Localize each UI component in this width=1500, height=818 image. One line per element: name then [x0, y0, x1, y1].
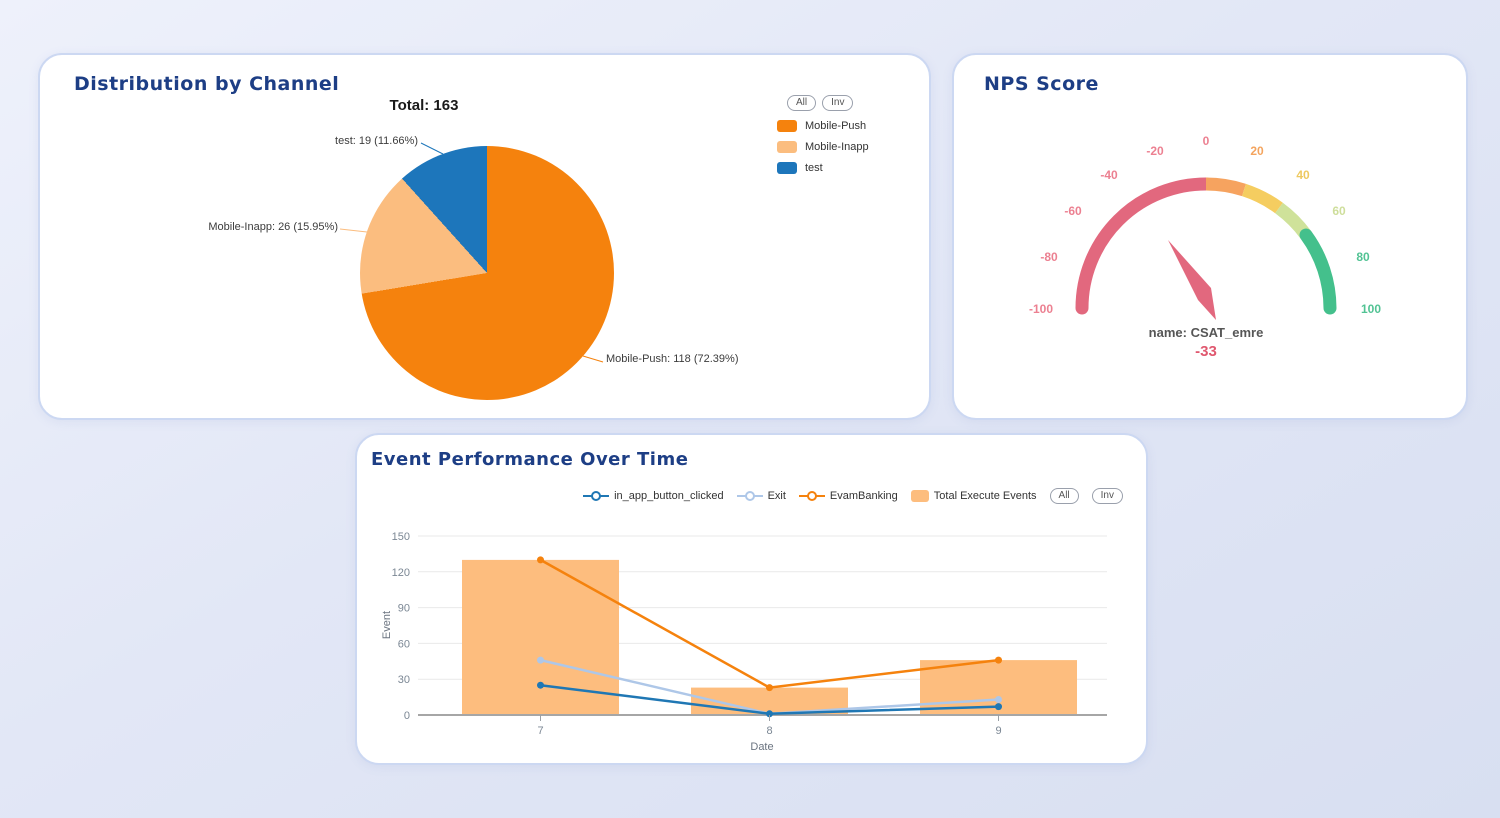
- test-swatch: [777, 162, 797, 174]
- line-marker-icon: [583, 491, 610, 501]
- legend-inv-button[interactable]: Inv: [822, 95, 854, 111]
- y-tick-0: 0: [404, 710, 410, 722]
- line-marker-icon: [798, 491, 825, 501]
- gauge-segment-orange: [1205, 177, 1246, 197]
- legend-label: Total Execute Events: [933, 490, 1037, 502]
- y-tick-90: 90: [398, 603, 410, 615]
- bar-swatch: [910, 490, 929, 502]
- gauge-segment-green: [1299, 228, 1337, 315]
- legend-item-mobile-push[interactable]: Mobile-Push: [777, 120, 933, 132]
- legend-label: in_app_button_clicked: [614, 490, 724, 502]
- legend-item-evambanking[interactable]: EvamBanking: [798, 490, 898, 502]
- gauge-tick--100: -100: [1028, 302, 1054, 316]
- legend-label: test: [805, 162, 823, 174]
- gauge-tick-60: 60: [1332, 204, 1346, 218]
- gauge-needle: [1168, 240, 1216, 320]
- line-series-in-app-button-clicked[interactable]: [537, 681, 1002, 718]
- card-title: Event Performance Over Time: [371, 449, 689, 470]
- legend-item-in-app-button-clicked[interactable]: in_app_button_clicked: [583, 490, 724, 502]
- gauge-tick-0: 0: [1202, 134, 1210, 148]
- y-tick-120: 120: [392, 567, 410, 579]
- legend-item-total-execute-events[interactable]: Total Execute Events: [910, 490, 1037, 502]
- line-marker-icon: [736, 491, 763, 501]
- legend-inv-button[interactable]: Inv: [1091, 488, 1123, 504]
- legend-item-exit[interactable]: Exit: [736, 490, 786, 502]
- nps-score-card: NPS Score -100 -80 -60 -40 -20 0 20 40 6…: [952, 53, 1468, 420]
- gauge-tick-20: 20: [1250, 144, 1264, 158]
- y-axis-title: Event: [381, 611, 393, 639]
- legend-all-button[interactable]: All: [1049, 488, 1079, 504]
- y-tick-60: 60: [398, 638, 410, 650]
- gauge-tick-40: 40: [1296, 168, 1310, 182]
- x-tick-9: 9: [995, 725, 1001, 737]
- card-title: NPS Score: [984, 73, 1099, 95]
- pie-label-mobile-inapp: Mobile-Inapp: 26 (15.95%): [208, 221, 338, 233]
- legend-item-mobile-inapp[interactable]: Mobile-Inapp: [777, 141, 933, 153]
- gauge-name-label: name: CSAT_emre: [1148, 325, 1264, 340]
- pie-label-test: test: 19 (11.66%): [335, 135, 418, 147]
- mobile-inapp-swatch: [777, 141, 797, 153]
- pie-legend: All Inv Mobile-Push Mobile-Inapp test: [777, 95, 933, 183]
- gauge-tick--80: -80: [1040, 250, 1058, 264]
- legend-item-test[interactable]: test: [777, 162, 933, 174]
- line-series-evambanking[interactable]: [537, 556, 1002, 692]
- combo-chart: 0 30 60 90 120 150 7 8 9 Date Event: [381, 531, 1107, 753]
- gauge-segment-red: [1075, 177, 1213, 315]
- pie-total-label: Total: 163: [389, 97, 459, 114]
- legend-label: EvamBanking: [829, 490, 898, 502]
- y-tick-150: 150: [392, 531, 410, 543]
- distribution-by-channel-card: Distribution by Channel Total: 163 test:…: [38, 53, 931, 420]
- bar-series-total-execute-events[interactable]: [462, 559, 1077, 715]
- x-tick-7: 7: [537, 725, 543, 737]
- legend-label: Mobile-Inapp: [805, 141, 869, 153]
- gauge-tick--60: -60: [1064, 204, 1082, 218]
- gauge-tick--20: -20: [1146, 144, 1164, 158]
- mobile-push-swatch: [777, 120, 797, 132]
- pie-chart[interactable]: [360, 146, 614, 400]
- gauge-tick-100: 100: [1360, 302, 1382, 316]
- bar-date-7[interactable]: [462, 559, 619, 715]
- card-title: Distribution by Channel: [74, 73, 340, 95]
- y-tick-30: 30: [398, 674, 410, 686]
- x-axis-title: Date: [750, 741, 773, 753]
- gauge-tick--40: -40: [1100, 168, 1118, 182]
- legend-all-button[interactable]: All: [787, 95, 817, 111]
- pie-label-mobile-push: Mobile-Push: 118 (72.39%): [606, 353, 739, 365]
- legend-label: Exit: [767, 490, 786, 502]
- x-tick-8: 8: [766, 725, 772, 737]
- x-tick-marks: [540, 715, 999, 721]
- gauge-value-label: -33: [1195, 343, 1217, 360]
- legend-label: Mobile-Push: [805, 120, 867, 132]
- gauge-tick-80: 80: [1356, 250, 1370, 264]
- gauge-segment-yellow: [1241, 183, 1283, 214]
- event-performance-card: Event Performance Over Time in_app_butto…: [355, 433, 1148, 765]
- gauge-chart: [1075, 177, 1337, 320]
- combo-legend: in_app_button_clicked Exit EvamBanking T…: [583, 488, 1123, 504]
